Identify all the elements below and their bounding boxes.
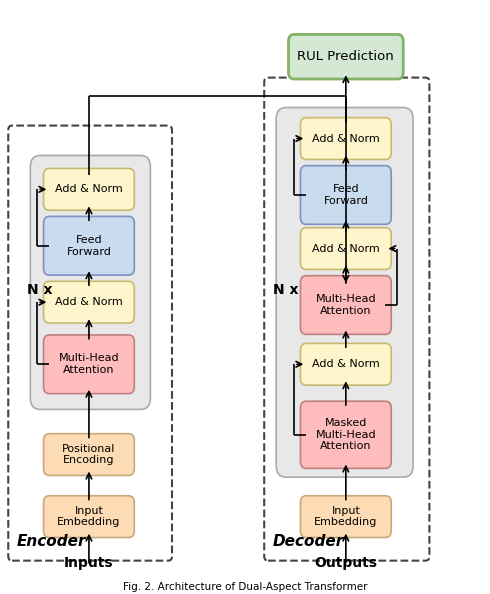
FancyBboxPatch shape [300, 166, 391, 225]
FancyBboxPatch shape [44, 169, 134, 210]
Text: Feed
Forward: Feed Forward [323, 184, 368, 206]
FancyBboxPatch shape [44, 335, 134, 394]
FancyBboxPatch shape [30, 156, 150, 409]
FancyBboxPatch shape [276, 108, 413, 477]
Text: Add & Norm: Add & Norm [55, 297, 123, 307]
Text: Positional
Encoding: Positional Encoding [62, 444, 116, 465]
FancyBboxPatch shape [44, 216, 134, 275]
Text: N x: N x [26, 283, 52, 297]
Text: Fig. 2. Architecture of Dual-Aspect Transformer: Fig. 2. Architecture of Dual-Aspect Tran… [123, 582, 367, 592]
Text: Add & Norm: Add & Norm [312, 359, 380, 369]
Text: Outputs: Outputs [315, 555, 377, 570]
FancyBboxPatch shape [300, 118, 391, 159]
Text: Feed
Forward: Feed Forward [67, 235, 111, 257]
Text: Masked
Multi-Head
Attention: Masked Multi-Head Attention [316, 418, 376, 451]
Text: Input
Embedding: Input Embedding [314, 506, 377, 527]
Text: Decoder: Decoder [273, 534, 344, 549]
FancyBboxPatch shape [44, 282, 134, 323]
FancyBboxPatch shape [300, 228, 391, 270]
Text: Multi-Head
Attention: Multi-Head Attention [316, 294, 376, 316]
FancyBboxPatch shape [44, 434, 134, 475]
Text: N x: N x [273, 283, 298, 297]
Text: Encoder: Encoder [17, 534, 86, 549]
FancyBboxPatch shape [44, 496, 134, 538]
Text: Add & Norm: Add & Norm [312, 134, 380, 144]
Text: Add & Norm: Add & Norm [312, 244, 380, 254]
FancyBboxPatch shape [300, 276, 391, 334]
FancyBboxPatch shape [300, 343, 391, 385]
Text: Input
Embedding: Input Embedding [57, 506, 121, 527]
FancyBboxPatch shape [300, 401, 391, 469]
Text: Inputs: Inputs [64, 555, 114, 570]
Text: Add & Norm: Add & Norm [55, 184, 123, 194]
FancyBboxPatch shape [289, 34, 403, 79]
FancyBboxPatch shape [300, 496, 391, 538]
Text: RUL Prediction: RUL Prediction [297, 50, 394, 63]
Text: Multi-Head
Attention: Multi-Head Attention [59, 353, 119, 375]
